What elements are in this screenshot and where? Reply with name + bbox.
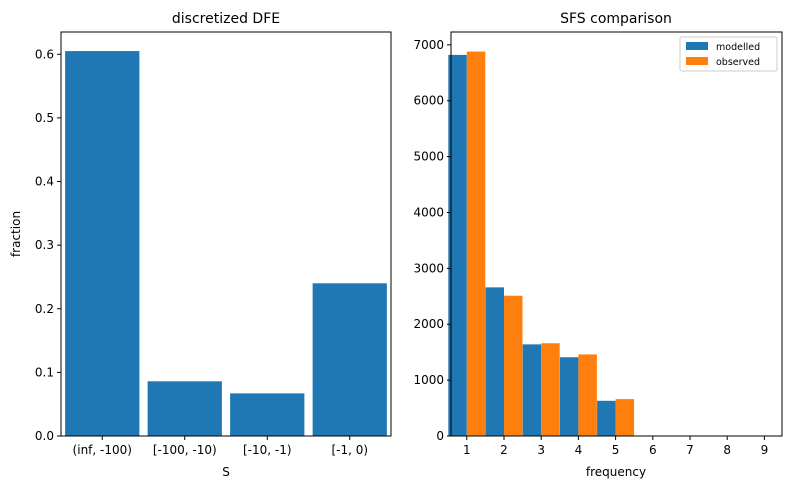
y-tick-label: 1000	[413, 373, 444, 387]
y-tick-label: 5000	[413, 150, 444, 164]
x-tick-label: 4	[575, 443, 583, 457]
legend-swatch-modelled	[686, 42, 708, 50]
chart-title: discretized DFE	[172, 11, 280, 27]
bar-0	[65, 51, 140, 437]
y-tick-label: 6000	[413, 94, 444, 108]
y-axis: 0 1000 2000 3000 4000 5000 6000 7000	[413, 38, 451, 443]
x-tick-label: 3	[537, 443, 545, 457]
x-axis-title: frequency	[586, 465, 646, 479]
x-tick-label: (inf, -100)	[73, 443, 132, 457]
x-axis-title: S	[222, 465, 230, 479]
y-tick-label: 3000	[413, 261, 444, 275]
y-axis-title: fraction	[9, 211, 23, 257]
y-tick-label: 0.2	[35, 302, 54, 316]
x-tick-label: 5	[612, 443, 620, 457]
y-axis: 0.0 0.1 0.2 0.3 0.4 0.5 0.6	[35, 47, 61, 443]
x-tick-label: 8	[723, 443, 731, 457]
x-tick-label: 9	[761, 443, 769, 457]
dfe-bars	[65, 51, 387, 437]
y-tick-label: 7000	[413, 38, 444, 52]
y-tick-label: 0.1	[35, 365, 54, 379]
bar-modelled-0	[448, 54, 467, 436]
y-tick-label: 0.5	[35, 111, 54, 125]
y-tick-label: 0.3	[35, 238, 54, 252]
x-tick-label: [-1, 0)	[331, 443, 368, 457]
y-tick-label: 0.6	[35, 47, 54, 61]
bar-3	[312, 283, 387, 436]
chart-title: SFS comparison	[560, 11, 672, 27]
y-tick-label: 2000	[413, 317, 444, 331]
legend: modelled observed	[679, 36, 778, 72]
bar-observed-2	[541, 343, 560, 436]
x-tick-label: 6	[649, 443, 657, 457]
sfs-bars	[448, 51, 635, 436]
y-tick-label: 4000	[413, 205, 444, 219]
x-tick-label: [-10, -1)	[243, 443, 292, 457]
y-tick-label: 0.0	[35, 429, 54, 443]
bar-observed-1	[504, 295, 523, 436]
bar-observed-4	[615, 399, 635, 436]
x-tick-label: 7	[686, 443, 694, 457]
legend-label-modelled: modelled	[716, 42, 760, 53]
bar-modelled-3	[559, 357, 579, 436]
plot-frame	[60, 31, 392, 437]
bar-observed-0	[466, 51, 486, 436]
bar-modelled-4	[597, 400, 616, 436]
legend-swatch-observed	[686, 57, 708, 65]
y-tick-label: 0	[436, 429, 444, 443]
x-tick-label: 2	[500, 443, 508, 457]
x-axis: 1 2 3 4 5 6 7 8 9	[463, 436, 768, 457]
x-tick-label: 1	[463, 443, 471, 457]
bar-modelled-2	[522, 344, 542, 436]
bar-modelled-1	[485, 287, 504, 436]
bar-observed-3	[578, 354, 597, 436]
x-axis: (inf, -100) [-100, -10) [-10, -1) [-1, 0)	[73, 436, 368, 457]
x-tick-label: [-100, -10)	[153, 443, 217, 457]
legend-label-observed: observed	[716, 57, 760, 68]
sfs-chart: SFS comparison 0 1000 2000 3000 4000 5000 6000…	[413, 11, 783, 479]
bar-2	[230, 393, 305, 436]
plot-frame	[450, 31, 783, 437]
dfe-chart: discretized DFE 0.0 0.1 0.2 0.3 0.4 0.5 0.6 (i…	[9, 11, 392, 479]
y-tick-label: 0.4	[35, 175, 54, 189]
bar-1	[147, 381, 222, 436]
